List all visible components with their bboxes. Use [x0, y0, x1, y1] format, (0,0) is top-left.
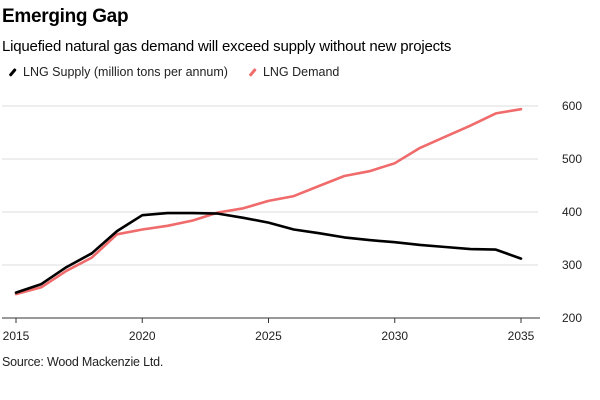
- legend-item-demand: LNG Demand: [248, 65, 339, 79]
- y-tick-label-300: 300: [562, 258, 582, 272]
- y-tick-label-600: 600: [562, 99, 582, 113]
- legend-label-demand: LNG Demand: [262, 65, 340, 79]
- chart-title: Emerging Gap: [2, 6, 129, 27]
- x-axis: [2, 317, 540, 323]
- y-axis-labels: 200 300 400 500 600: [562, 99, 582, 325]
- series-lines: [14, 107, 523, 296]
- series-line-demand: [14, 107, 523, 296]
- y-tick-label-400: 400: [562, 205, 582, 219]
- source-note: Source: Wood Mackenzie Ltd.: [2, 355, 164, 369]
- chart-subtitle: Liquefied natural gas demand will exceed…: [2, 38, 452, 55]
- gridlines: [2, 105, 538, 266]
- legend: LNG Supply (million tons per annum) LNG …: [8, 65, 359, 79]
- legend-label-supply: LNG Supply (million tons per annum): [23, 65, 228, 79]
- y-tick-label-200: 200: [562, 311, 582, 325]
- y-tick-label-500: 500: [562, 152, 582, 166]
- x-tick-label-2025: 2025: [255, 329, 282, 343]
- x-tick-label-2035: 2035: [508, 329, 535, 343]
- legend-item-supply: LNG Supply (million tons per annum): [8, 65, 228, 79]
- x-axis-labels: 2015 2020 2025 2030 2035: [3, 329, 535, 343]
- series-line-supply: [14, 211, 523, 294]
- x-tick-label-2015: 2015: [3, 329, 30, 343]
- x-tick-label-2020: 2020: [129, 329, 156, 343]
- x-tick-label-2030: 2030: [381, 329, 408, 343]
